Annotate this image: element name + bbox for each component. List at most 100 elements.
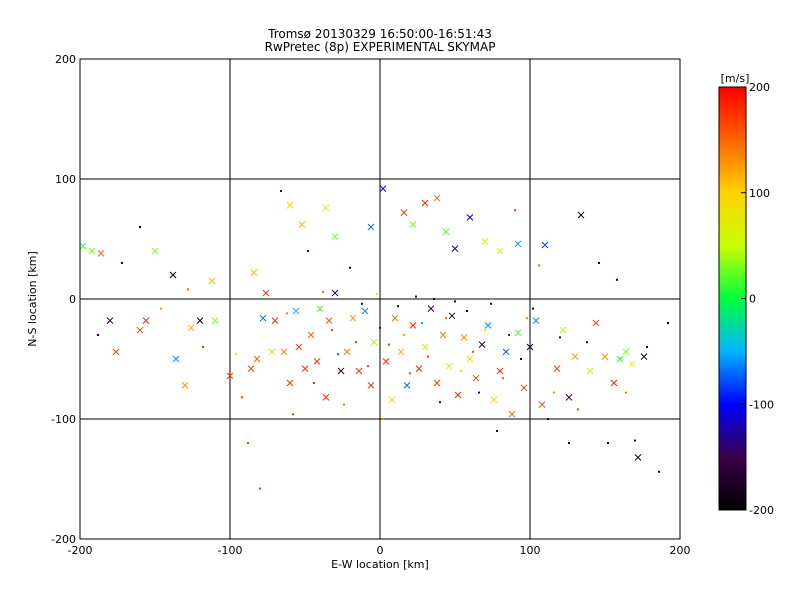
data-point-x [400,209,408,216]
data-point-x [481,238,489,245]
data-point-x [313,358,321,365]
data-point-x [343,348,351,356]
data-point-x [112,348,120,356]
colorbar-tick-label: 100 [749,187,770,200]
data-point-x [88,247,96,255]
data-point-x [286,202,294,209]
data-point-x [442,228,450,236]
data-point-x [451,245,459,252]
data-point-dot [496,430,498,432]
data-point-dot [490,302,492,305]
data-point-dot [307,250,309,252]
x-tick-label: 100 [520,544,541,557]
data-point-x [331,233,339,240]
data-point-dot [361,302,363,305]
data-point-x [526,343,534,351]
data-point-dot [538,264,540,267]
data-point-x [268,348,276,356]
data-point-x [250,269,258,276]
data-point-dot [472,350,474,353]
data-point-x [142,317,150,324]
data-point-dot [454,300,456,303]
data-point-x [286,379,294,387]
data-point-dot [502,377,504,380]
data-point-x [520,384,528,392]
data-point-dot [667,322,669,324]
data-point-x [172,355,180,363]
data-point-x [331,289,339,297]
x-tick-label: -100 [218,544,243,557]
data-point-dot [478,391,480,394]
data-point-dot [97,334,99,336]
data-point-x [280,348,288,356]
data-point-x [622,348,630,356]
data-point-x [577,211,585,219]
data-point-dot [520,358,522,360]
data-point-dot [409,372,411,375]
y-tick-label: -100 [51,413,76,426]
data-point-x [490,396,498,404]
data-point-x [427,305,435,312]
data-point-x [616,355,624,363]
data-point-dot [415,295,417,298]
data-point-x [532,317,540,324]
data-point-dot [445,317,447,320]
data-point-x [361,307,369,315]
colorbar-label: [m/s] [721,72,750,85]
data-point-dot [514,209,516,212]
data-point-x [292,307,300,315]
data-point-x [484,322,492,329]
data-point-x [169,271,177,279]
data-point-x [367,382,375,389]
data-point-dot [187,288,189,291]
data-point-dot [367,365,369,368]
chart-title: Tromsø 20130329 16:50:00-16:51:43 [267,27,492,41]
data-point-dot [439,401,441,404]
axis-ticks: -200 -100 0 100 200 -200 -100 0 100 200 [51,53,690,557]
data-point-x [628,360,636,368]
data-point-x [151,247,159,255]
data-point-x [472,374,480,382]
data-point-x [196,317,204,324]
chart-subtitle: RwPretec (8p) EXPERIMENTAL SKYMAP [265,40,496,54]
colorbar-tick-label: -100 [749,398,774,411]
data-point-dot [376,293,378,296]
data-point-x [640,353,648,360]
data-point-dot [646,346,648,348]
data-point-dot [484,329,486,332]
data-point-x [634,454,642,461]
data-point-dot [379,326,381,329]
data-point-dot [259,487,261,490]
data-point-x [478,341,486,348]
y-tick-label: 100 [55,173,76,186]
data-point-x [559,326,567,334]
data-point-x [382,358,390,365]
data-point-dot [388,343,390,346]
y-tick-label: 0 [69,293,76,306]
data-point-x [508,410,516,418]
data-point-x [514,240,522,248]
data-point-dot [658,470,660,473]
colorbar-tick-label: 200 [749,81,770,94]
data-point-x [433,379,441,387]
data-point-x [421,199,429,207]
data-point-x [181,382,189,389]
data-point-dot [292,413,294,416]
data-point-x [259,314,267,322]
x-tick-label: 0 [377,544,384,557]
data-point-dot [403,334,405,336]
data-point-dot [241,396,243,399]
data-point-x [322,204,330,212]
data-point-x [397,348,405,356]
data-point-x [592,319,600,327]
data-point-x [448,312,456,320]
data-point-dot [553,391,555,394]
data-point-dot [625,391,627,394]
data-point-x [538,401,546,408]
data-point-dot [247,442,249,444]
x-axis-label: E-W location [km] [331,558,429,571]
data-point-dot [568,442,570,444]
data-point-x [415,365,423,372]
data-point-x [601,353,609,360]
